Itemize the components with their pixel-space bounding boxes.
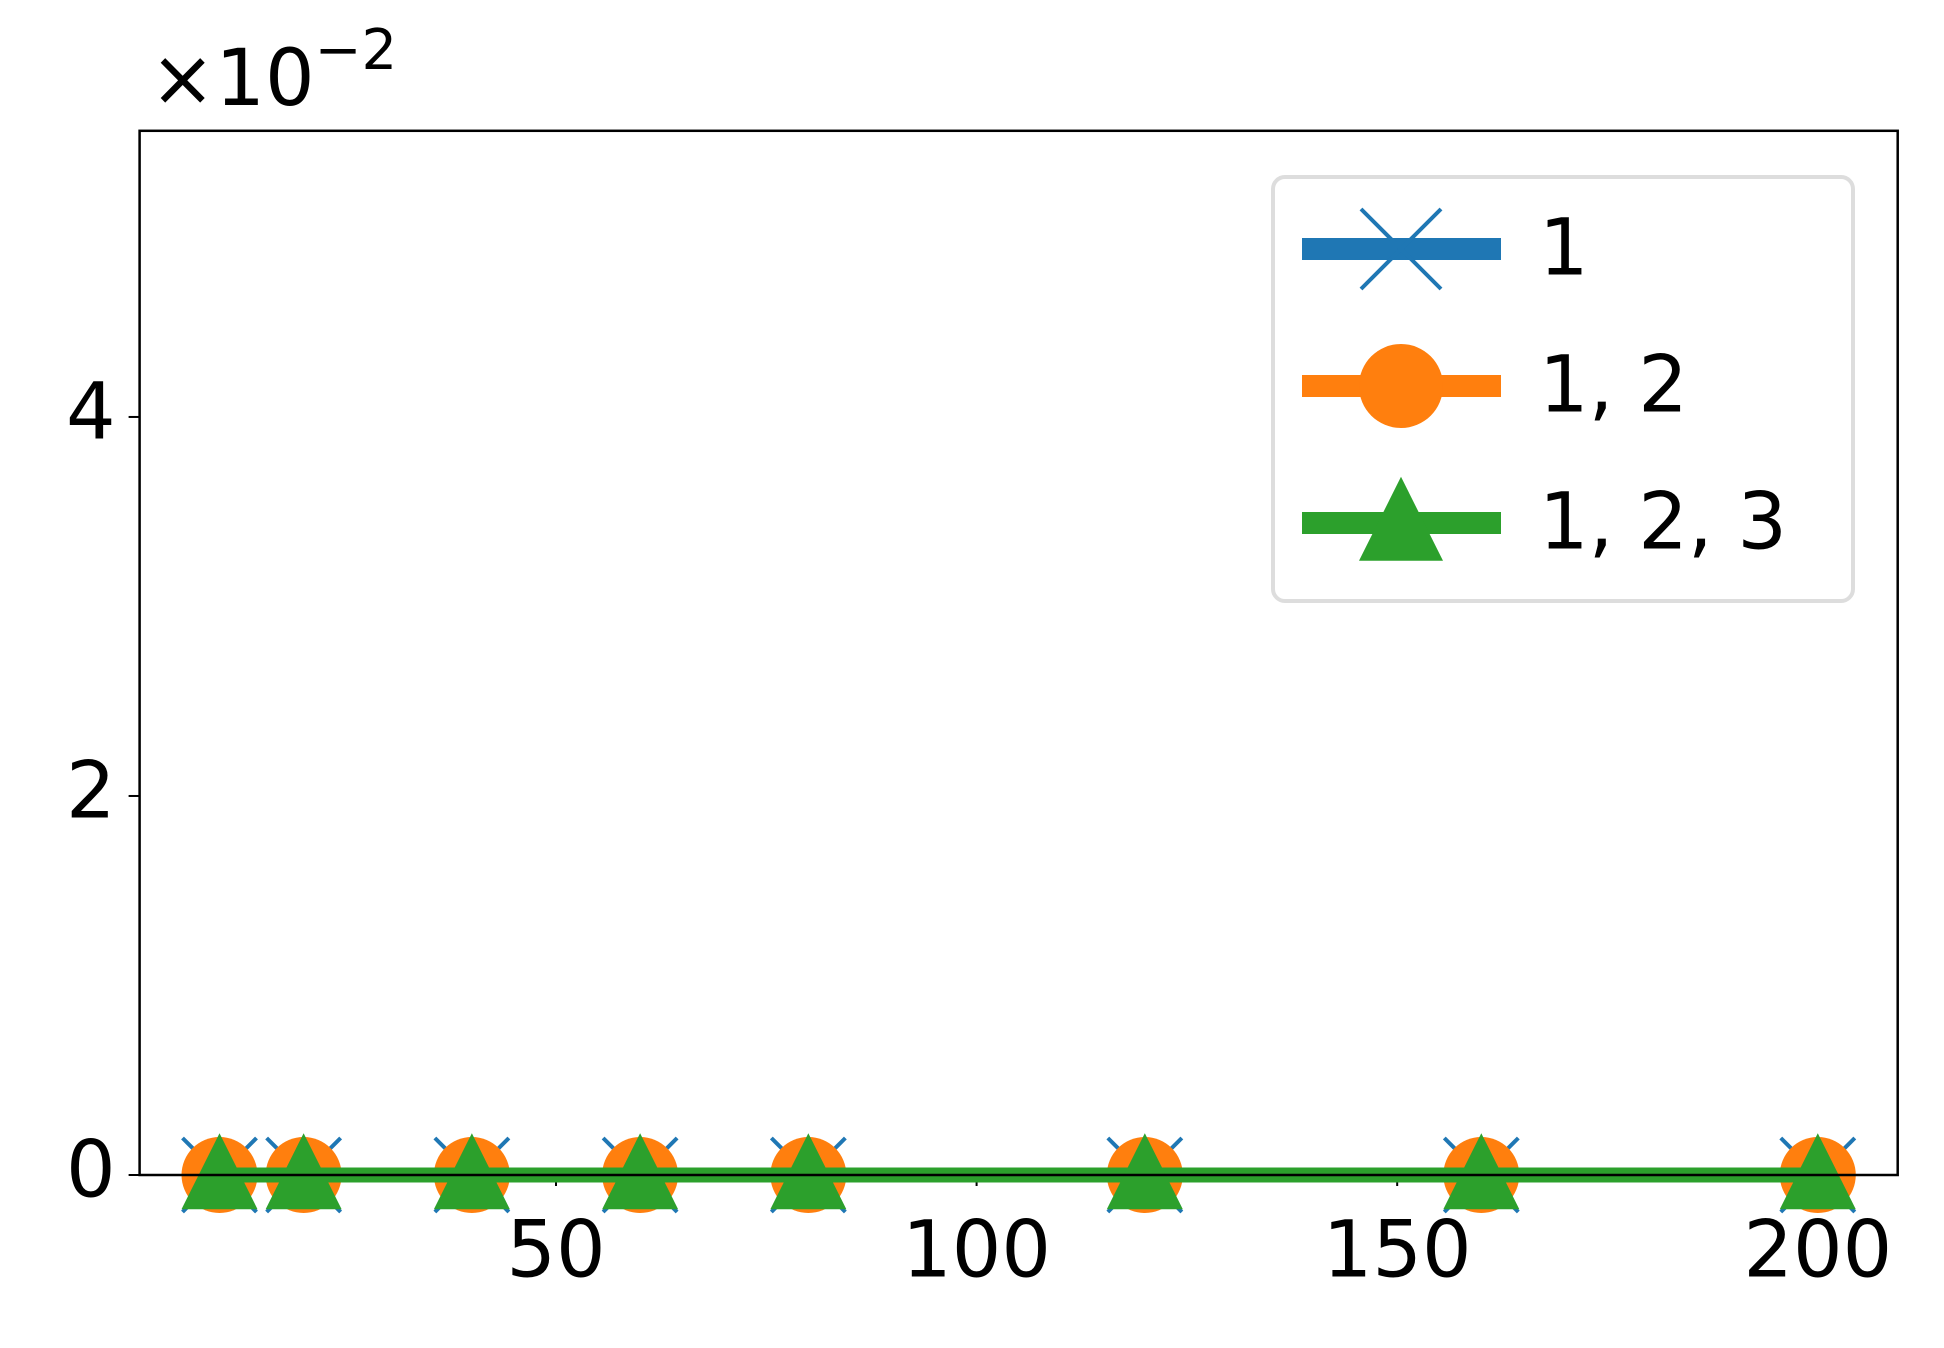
plot-frame [138,129,1899,1177]
y-tick-label: 4 [66,367,116,457]
legend: 1 1, 2 1, 2, 3 [1271,175,1855,603]
marker [602,1133,679,1210]
marker [1359,344,1443,428]
marker [1359,476,1443,561]
x-tick-label: 150 [1323,1205,1472,1295]
legend-frame [1271,175,1855,603]
offset-base: ×10 [150,34,315,124]
legend-label: 1 [1539,203,1589,293]
marker [433,1133,510,1210]
legend-label: 1, 2, 3 [1539,477,1787,567]
offset-text: ×10−2 [150,18,397,124]
y-tick-label: 0 [66,1125,116,1215]
marker [1779,1133,1856,1210]
marker [1443,1133,1520,1210]
x-tick-label: 100 [902,1205,1051,1295]
legend-label: 1, 2 [1539,340,1688,430]
marker [1106,1133,1183,1210]
y-tick-label: 2 [66,746,116,836]
marker [265,1133,342,1210]
marker [181,1133,258,1210]
offset-exponent: −2 [315,18,398,83]
marker [1359,207,1443,291]
x-tick-label: 200 [1743,1205,1892,1295]
marker [770,1133,847,1210]
x-tick-label: 50 [506,1205,605,1295]
